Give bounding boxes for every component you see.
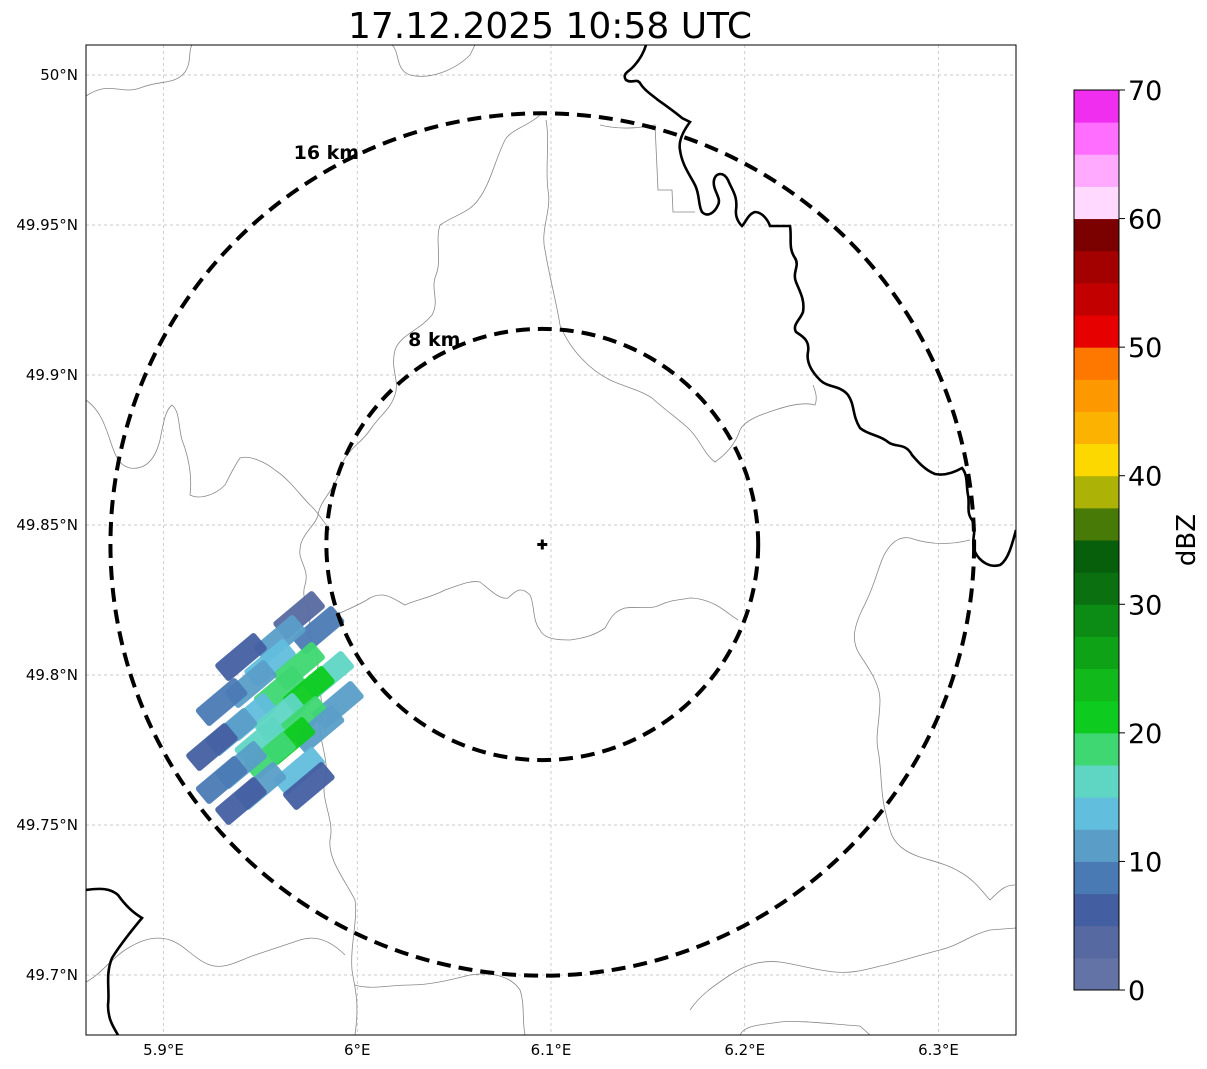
admin-boundary-line <box>299 114 541 1035</box>
range-ring-label: 8 km <box>408 329 460 351</box>
colorbar-swatch <box>1074 861 1119 895</box>
colorbar-tick-label: 20 <box>1128 719 1162 750</box>
echo-cell <box>292 606 345 654</box>
range-ring <box>108 111 977 978</box>
gridlines <box>86 45 1016 1035</box>
colorbar-swatch <box>1074 347 1119 380</box>
echo-cell <box>253 615 306 663</box>
map-frame <box>85 44 1017 1036</box>
colorbar-frame <box>1073 89 1120 991</box>
national-border-line <box>623 45 1016 568</box>
colorbar-swatch <box>1074 925 1119 959</box>
colorbar: 0 10 20 30 40 50 60 70 dBZ <box>1073 76 1202 1007</box>
colorbar-swatch <box>1074 732 1119 766</box>
colorbar-swatch <box>1074 604 1119 637</box>
colorbar-swatch <box>1074 540 1119 573</box>
colorbar-swatch <box>1074 379 1119 412</box>
echo-cell <box>186 723 238 771</box>
colorbar-swatch <box>1074 250 1119 284</box>
colorbar-swatch <box>1074 668 1119 702</box>
national-border-line <box>86 887 144 1035</box>
map-title: 17.12.2025 10:58 UTC <box>348 6 752 47</box>
colorbar-swatch <box>1074 90 1119 123</box>
colorbar-swatches <box>1074 90 1119 991</box>
latitude-tick-label: 49.9°N <box>26 366 78 384</box>
latitude-tick-label: 49.7°N <box>26 966 78 984</box>
latitude-tick-label: 49.85°N <box>16 516 78 534</box>
colorbar-swatch <box>1074 636 1119 670</box>
colorbar-tick-label: 60 <box>1128 205 1162 236</box>
longitude-tick-label: 6.1°E <box>531 1041 572 1059</box>
echo-cell <box>215 633 267 681</box>
longitude-tick-labels: 5.9°E 6°E 6.1°E 6.2°E 6.3°E <box>143 1041 959 1059</box>
border-lines <box>86 45 1016 1035</box>
admin-boundary-line <box>86 45 193 97</box>
longitude-tick-label: 6°E <box>344 1041 371 1059</box>
latitude-tick-label: 50°N <box>40 66 78 84</box>
echo-cell <box>195 756 248 804</box>
colorbar-swatch <box>1074 315 1119 348</box>
colorbar-swatch <box>1074 700 1119 734</box>
colorbar-tick-label: 50 <box>1128 333 1162 364</box>
colorbar-swatch <box>1074 507 1119 541</box>
longitude-tick-label: 5.9°E <box>143 1041 184 1059</box>
echo-cell <box>273 747 325 795</box>
admin-boundary-line <box>86 399 331 531</box>
latitude-tick-label: 49.95°N <box>16 216 78 234</box>
colorbar-swatch <box>1074 186 1119 220</box>
colorbar-swatch <box>1074 893 1119 927</box>
colorbar-swatch <box>1074 411 1119 445</box>
range-rings: 8 km 16 km <box>108 111 977 978</box>
colorbar-swatch <box>1074 218 1119 252</box>
colorbar-tick-label: 70 <box>1128 76 1162 107</box>
colorbar-swatch <box>1074 765 1119 798</box>
colorbar-swatch <box>1074 122 1119 155</box>
latitude-tick-labels: 49.7°N 49.75°N 49.8°N 49.85°N 49.9°N 49.95°N 5… <box>16 66 78 984</box>
admin-boundary-line <box>391 45 476 77</box>
colorbar-swatch <box>1074 282 1119 316</box>
colorbar-swatch <box>1074 475 1119 509</box>
colorbar-swatch <box>1074 829 1119 862</box>
echo-cell <box>215 777 267 825</box>
echo-cell <box>244 732 296 780</box>
radar-site-marker <box>537 539 548 550</box>
admin-boundary-line <box>354 973 526 1035</box>
precipitation-echoes <box>186 591 364 825</box>
echo-cell <box>283 762 335 810</box>
range-ring <box>324 326 761 763</box>
admin-boundary-line <box>329 581 739 641</box>
admin-boundary-line <box>689 927 1016 1011</box>
colorbar-tick-label: 0 <box>1128 976 1145 1007</box>
colorbar-label: dBZ <box>1172 514 1202 566</box>
colorbar-tick-label: 30 <box>1128 590 1162 621</box>
colorbar-tick-label: 40 <box>1128 462 1162 493</box>
colorbar-swatch <box>1074 957 1119 991</box>
map-panel: 8 km 16 km 5.9°E 6°E 6.1°E 6.2°E 6.3°E 49.7°N… <box>16 44 1017 1059</box>
admin-boundary-line <box>739 1021 871 1035</box>
admin-boundary-line <box>86 937 346 983</box>
range-ring-label: 16 km <box>294 142 360 164</box>
colorbar-swatch <box>1074 443 1119 477</box>
colorbar-swatch <box>1074 572 1119 605</box>
latitude-tick-label: 49.8°N <box>26 666 78 684</box>
colorbar-tick-label: 10 <box>1128 847 1162 878</box>
colorbar-swatch <box>1074 154 1119 187</box>
longitude-tick-label: 6.2°E <box>724 1041 765 1059</box>
colorbar-ticks: 0 10 20 30 40 50 60 70 <box>1119 76 1162 1007</box>
colorbar-swatch <box>1074 797 1119 830</box>
admin-boundary-line <box>543 119 817 463</box>
admin-boundary-line <box>853 537 1016 901</box>
latitude-tick-label: 49.75°N <box>16 816 78 834</box>
longitude-tick-label: 6.3°E <box>918 1041 959 1059</box>
echo-cell <box>195 678 248 726</box>
